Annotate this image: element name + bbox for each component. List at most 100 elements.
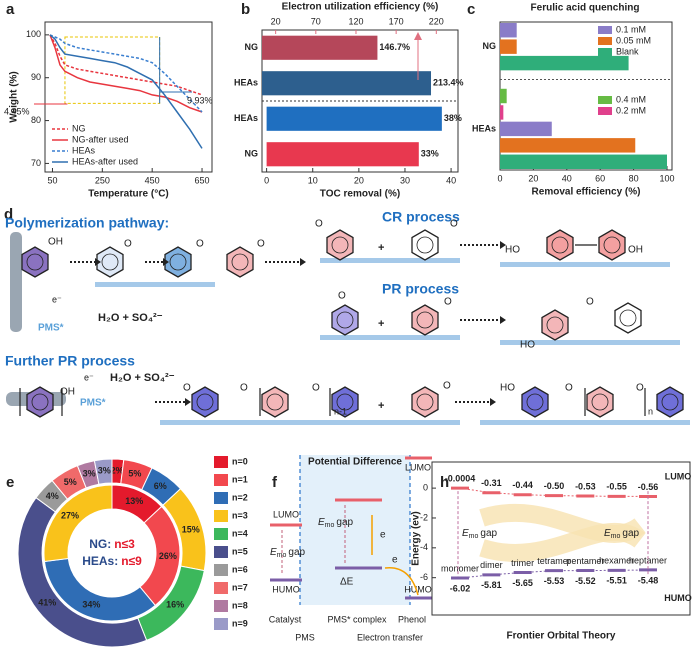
diagram-text: HO [500, 383, 515, 394]
value-label: 2% [111, 466, 124, 476]
value-label: 3% [98, 466, 111, 476]
bar [500, 39, 517, 54]
level-label: LUMO [405, 462, 431, 472]
legend-swatch [214, 546, 228, 558]
catalyst-sheet [10, 232, 22, 332]
y-axis-label: Energy (ev) [411, 511, 422, 565]
bar [500, 138, 636, 153]
legend-label: 0.2 mM [616, 105, 646, 115]
x-axis-label: TOC removal (%) [320, 189, 400, 200]
plot-frame [44, 21, 213, 173]
value-label: 27% [61, 510, 79, 520]
node-label: Catalyst [269, 614, 302, 624]
gap-text: gap [336, 517, 353, 528]
ring-inner [526, 393, 544, 411]
diagram-text: H₂O + SO₄²⁻ [110, 372, 175, 384]
y-tick-label: -4 [420, 542, 428, 552]
value-label: -6.02 [450, 583, 471, 593]
ring-inner [591, 393, 609, 411]
y-axis-label: Weight (%) [9, 71, 20, 122]
value-label: 16% [166, 600, 184, 610]
x-tick-label: 650 [195, 175, 210, 185]
diagram-text: OH [48, 237, 63, 248]
panel-label: c [467, 1, 475, 18]
diagram-text: OH [60, 387, 75, 398]
ring-structure [656, 386, 684, 418]
value-label: 213.4% [433, 78, 464, 88]
arrow-head [300, 258, 306, 266]
bar [500, 55, 629, 71]
ring-structure [331, 386, 359, 418]
diagram-text: H₂O + SO₄²⁻ [98, 312, 163, 324]
x2-tick-label: 120 [348, 16, 363, 26]
gap-text: gap [480, 528, 497, 539]
ring-structure [26, 386, 54, 418]
ring-inner [331, 236, 349, 254]
arrow-head [490, 398, 496, 406]
x-tick-label: 10 [308, 175, 318, 185]
value-label: -0.55 [606, 482, 627, 492]
donut-segment [93, 458, 113, 485]
gap-label: Emo gap [270, 547, 306, 559]
value-label: -5.48 [638, 575, 659, 585]
category-label: NG [245, 149, 259, 159]
diagram-text: HO [505, 245, 520, 256]
legend-label: HEAs [72, 145, 96, 155]
bar [500, 88, 507, 104]
catalyst-surface [400, 420, 460, 425]
x-tick-label: 80 [629, 173, 639, 183]
diagram-text: Polymerization pathway: [5, 215, 169, 231]
value-label: -5.52 [575, 576, 596, 586]
level-label: HUMO [272, 584, 300, 594]
value-label: 5% [64, 477, 77, 487]
panel-label: h [440, 474, 449, 491]
ring-inner [169, 253, 187, 271]
ring-structure [331, 304, 359, 336]
ring-inner [336, 311, 354, 329]
legend-label: HEAs-after used [72, 156, 138, 166]
legend-swatch [598, 48, 612, 56]
legend-swatch [598, 26, 612, 34]
diagram-text: + [378, 400, 384, 412]
category-label: HEAs [472, 123, 496, 133]
arrow-head [163, 258, 169, 266]
value-label: 34% [82, 599, 100, 609]
annotation: 9.93% [187, 95, 213, 105]
ring-structure [586, 386, 614, 418]
arrow-head [185, 398, 191, 406]
series-label: LUMO [665, 471, 692, 481]
diagram-text: Further PR process [5, 353, 135, 369]
value-label: 33% [421, 149, 439, 159]
x2-tick-label: 20 [271, 16, 281, 26]
ring-structure [614, 302, 642, 334]
x-tick-label: 40 [562, 173, 572, 183]
legend-swatch [214, 510, 228, 522]
diagram-text: O [444, 297, 452, 308]
line-series [49, 34, 203, 113]
legend-label: NG-after used [72, 134, 129, 144]
y-tick-label: 80 [31, 115, 41, 125]
gap-text: gap [622, 528, 639, 539]
gap-symbol: E [318, 517, 325, 528]
value-label: 15% [182, 524, 200, 534]
value-label: 41% [38, 598, 56, 608]
category-label: NG [245, 42, 259, 52]
ring-inner [196, 393, 214, 411]
bar [500, 121, 552, 137]
center-value: n≤9 [121, 554, 142, 568]
ring-inner [31, 393, 49, 411]
category-label: HEAs [234, 78, 258, 88]
panel-label: e [6, 474, 14, 491]
ring-inner [416, 311, 434, 329]
value-label: 5% [128, 469, 141, 479]
legend-swatch [214, 618, 228, 630]
bar [266, 106, 442, 131]
annotation: 4.45% [4, 106, 30, 116]
line-series [49, 34, 203, 149]
x-tick-label: 40 [446, 175, 456, 185]
legend-label: n=5 [232, 546, 248, 556]
legend-label: n=3 [232, 510, 248, 520]
diagram-text: O [124, 239, 132, 250]
